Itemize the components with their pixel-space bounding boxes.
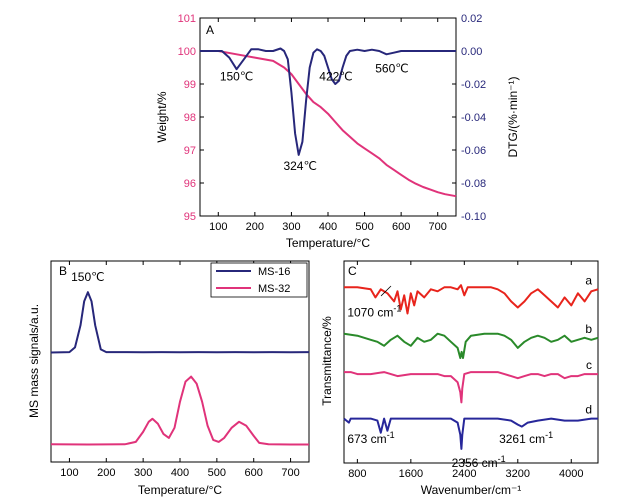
x-tick-label: 300 [134, 467, 152, 479]
panel-a-x-axis: 100 200 300 400 500 600 700 [209, 18, 447, 233]
y-tick-label: 95 [184, 211, 196, 223]
wavenumber-value: 673 cm [347, 432, 386, 446]
wavenumber-value: 1070 cm [347, 306, 393, 320]
spectrum-label-b: b [585, 322, 592, 336]
y-tick-label: 96 [184, 178, 196, 190]
panel-c-frame [343, 260, 599, 464]
panel-b-legend: MS-16 MS-32 [210, 262, 308, 298]
wavenumber-value: 3261 cm [499, 432, 545, 446]
wavenumber-label: 2356 cm-1 [452, 454, 506, 470]
panel-a-right-axis: 0.02 0.00 -0.02 -0.04 -0.06 -0.08 -0.10 [452, 13, 486, 223]
x-tick-label: 500 [355, 221, 373, 233]
panel-c-x-label: Wavenumber/cm⁻¹ [421, 483, 522, 497]
panel-a-left-axis: 95 96 97 98 99 100 101 [178, 13, 204, 223]
peak-label: 150℃ [220, 70, 254, 84]
spectrum-label-d: d [585, 403, 592, 417]
x-tick-label: 600 [245, 467, 263, 479]
peak-label: 150℃ [71, 270, 105, 284]
y-tick-label: 0.02 [461, 13, 482, 25]
wavenumber-unit-exponent: -1 [498, 454, 506, 464]
y-tick-label: 98 [184, 112, 196, 124]
panel-c-series: a b c d [343, 273, 599, 450]
x-tick-label: 2400 [452, 468, 476, 480]
wavenumber-label: 1070 cm-1 [347, 304, 401, 320]
y-tick-label: -0.04 [461, 112, 486, 124]
panel-b-annotations: 150℃ [71, 270, 105, 284]
weight-curve [200, 50, 457, 198]
panel-a-label: A [206, 23, 214, 37]
y-tick-label: 100 [178, 46, 196, 58]
x-tick-label: 100 [209, 221, 227, 233]
panel-c-x-axis: 800 1600 2400 3200 4000 [348, 261, 584, 480]
annotation-pointer-1070 [380, 285, 392, 297]
x-tick-label: 400 [171, 467, 189, 479]
spectrum-d [343, 417, 598, 450]
panel-a-x-label: Temperature/°C [286, 236, 370, 250]
spectrum-b [343, 332, 599, 359]
y-tick-label: 101 [178, 13, 196, 25]
peak-label: 560℃ [375, 61, 409, 75]
x-tick-label: 500 [208, 467, 226, 479]
y-tick-label: 99 [184, 79, 196, 91]
panel-c-label: C [348, 264, 357, 278]
legend-label-ms-32: MS-32 [258, 283, 290, 295]
x-tick-label: 1600 [399, 468, 423, 480]
y-tick-label: 97 [184, 145, 196, 157]
panel-a-left-y-label: Weight/% [155, 91, 169, 142]
x-tick-label: 200 [246, 221, 264, 233]
x-tick-label: 700 [281, 467, 299, 479]
panel-a: A 100 200 300 400 500 600 700 95 96 97 98 99 100 101… [155, 13, 520, 250]
legend-label-ms-16: MS-16 [258, 266, 290, 278]
x-tick-label: 600 [392, 221, 410, 233]
y-tick-label: -0.06 [461, 145, 486, 157]
spectrum-a [344, 284, 599, 315]
series-ms-16 [50, 291, 310, 354]
x-tick-label: 300 [282, 221, 300, 233]
x-tick-label: 100 [60, 467, 78, 479]
panel-b: B 100 200 300 400 500 600 700 150℃ MS-16 MS-32… [27, 260, 310, 497]
y-tick-label: -0.02 [461, 79, 486, 91]
wavenumber-unit-exponent: -1 [545, 430, 553, 440]
peak-label: 422℃ [319, 70, 353, 84]
x-tick-label: 3200 [506, 468, 530, 480]
x-tick-label: 4000 [559, 468, 583, 480]
panel-b-y-label: MS mass signals/a.u. [27, 304, 41, 418]
panel-b-label: B [59, 264, 67, 278]
x-tick-label: 200 [97, 467, 115, 479]
peak-label: 324℃ [283, 159, 317, 173]
dtg-curve [200, 47, 456, 156]
y-tick-label: -0.08 [461, 178, 486, 190]
wavenumber-label: 3261 cm-1 [499, 430, 553, 446]
wavenumber-unit-exponent: -1 [387, 430, 395, 440]
wavenumber-unit-exponent: -1 [393, 304, 401, 314]
y-tick-label: -0.10 [461, 211, 486, 223]
spectrum-label-a: a [585, 273, 592, 287]
series-ms-32 [50, 375, 309, 446]
x-tick-label: 800 [348, 468, 366, 480]
panel-a-annotations: 150℃ 324℃ 422℃ 560℃ [220, 61, 409, 172]
legend-box [210, 262, 308, 298]
y-tick-label: 0.00 [461, 46, 482, 58]
x-tick-label: 700 [429, 221, 447, 233]
wavenumber-label: 673 cm-1 [347, 430, 394, 446]
x-tick-label: 400 [319, 221, 337, 233]
panel-a-series [200, 47, 457, 198]
wavenumber-value: 2356 cm [452, 456, 498, 470]
spectrum-label-c: c [586, 358, 592, 372]
panel-a-right-y-label: DTG/(%·min⁻¹) [506, 77, 520, 158]
panel-c-y-label: Transmittance/% [320, 316, 334, 406]
panel-a-frame [199, 17, 457, 217]
panel-b-x-label: Temperature/°C [138, 483, 222, 497]
panel-b-series [50, 291, 310, 446]
spectrum-c [344, 371, 598, 404]
